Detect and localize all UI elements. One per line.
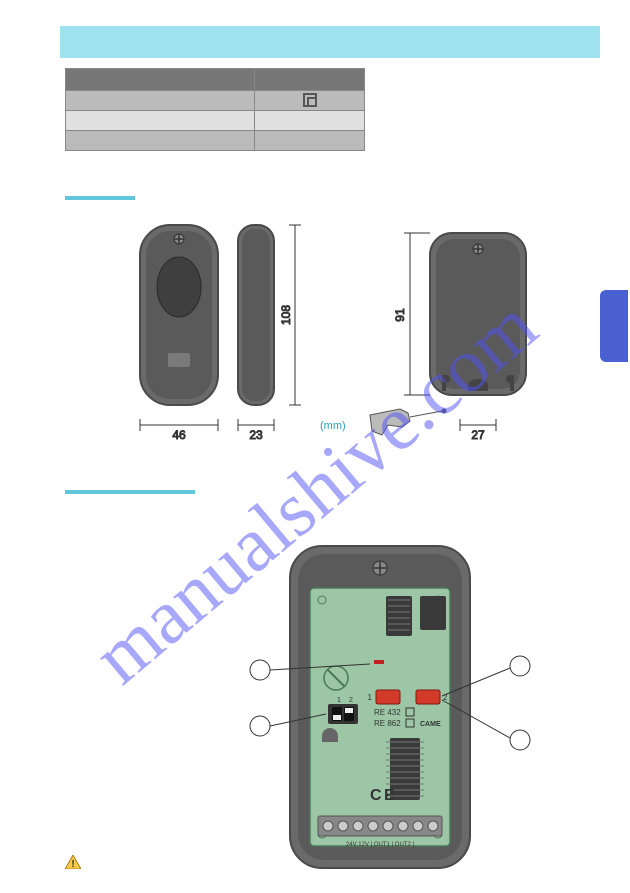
btn1-label: 1 (368, 693, 373, 702)
spec-cell (255, 69, 365, 91)
table-row (66, 111, 365, 131)
transmitter-front-icon (140, 225, 218, 405)
spec-cell (66, 131, 255, 151)
svg-text:!: ! (71, 859, 74, 869)
dim-label: 46 (172, 428, 186, 442)
spec-cell (66, 111, 255, 131)
spec-cell (255, 131, 365, 151)
spec-cell (66, 69, 255, 91)
dim-label: 108 (279, 305, 293, 325)
class2-icon (303, 93, 317, 107)
dim-label: 91 (393, 308, 407, 322)
spec-cell (255, 111, 365, 131)
table-row (66, 69, 365, 91)
dim-label: 27 (471, 428, 485, 442)
model-label: RE 432 (374, 708, 401, 717)
brand-label: CAME (420, 721, 441, 728)
terminal-labels: 24V 12V | OUT1 | OUT2 | (346, 842, 414, 848)
dip2-label: 2 (349, 697, 353, 704)
page-tab (600, 290, 628, 362)
model-label: RE 862 (374, 719, 401, 728)
spec-cell (255, 91, 365, 111)
header-band (60, 26, 600, 58)
warning-icon: ! (65, 855, 81, 869)
dim-label: 23 (249, 428, 263, 442)
section-rule (65, 490, 195, 494)
table-row (66, 131, 365, 151)
spec-cell (66, 91, 255, 111)
receiver-back-icon (430, 233, 526, 395)
table-row (66, 91, 365, 111)
transmitter-side-icon (238, 225, 274, 405)
receiver-board-figure: 1 2 1 2 RE 432 RE 862 CAME C E (210, 540, 550, 880)
spec-table (65, 68, 365, 151)
dip1-label: 1 (337, 697, 341, 704)
ce-mark: E (384, 787, 395, 804)
section-rule (65, 196, 135, 200)
unit-label: (mm) (320, 420, 346, 432)
drill-icon (370, 409, 446, 435)
ce-mark: C (370, 787, 382, 804)
dimensions-figure: 46 23 108 (mm) 91 (110, 215, 600, 455)
